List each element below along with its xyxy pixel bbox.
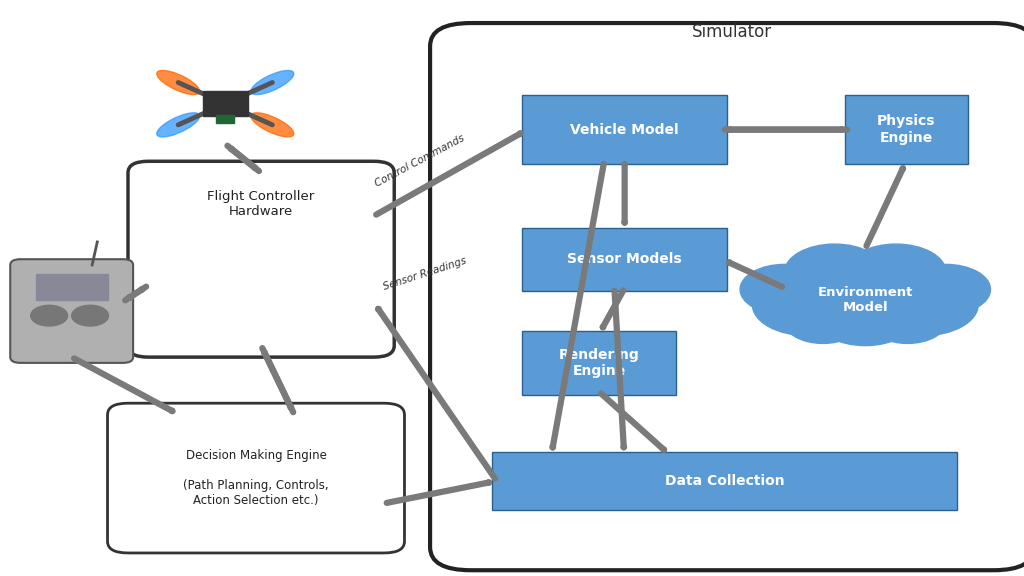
FancyBboxPatch shape	[128, 161, 394, 357]
Text: Flight Controller
Hardware: Flight Controller Hardware	[208, 190, 314, 218]
FancyBboxPatch shape	[522, 95, 727, 164]
Bar	[203, 91, 248, 116]
FancyBboxPatch shape	[10, 259, 133, 363]
Text: Rendering
Engine: Rendering Engine	[559, 348, 639, 378]
Circle shape	[788, 251, 942, 337]
Text: Decision Making Engine

(Path Planning, Controls,
Action Selection etc.): Decision Making Engine (Path Planning, C…	[183, 449, 329, 507]
Circle shape	[784, 244, 885, 300]
Text: Data Collection: Data Collection	[665, 474, 784, 488]
Circle shape	[869, 300, 946, 343]
FancyBboxPatch shape	[522, 331, 676, 395]
Circle shape	[846, 244, 946, 300]
Ellipse shape	[251, 70, 294, 94]
Circle shape	[901, 264, 990, 314]
FancyBboxPatch shape	[108, 403, 404, 553]
Circle shape	[31, 305, 68, 326]
Text: Physics
Engine: Physics Engine	[877, 115, 936, 145]
Ellipse shape	[251, 113, 294, 137]
Circle shape	[72, 305, 109, 326]
Text: Vehicle Model: Vehicle Model	[570, 123, 679, 137]
Circle shape	[740, 264, 829, 314]
Circle shape	[753, 274, 863, 336]
Text: Sensor Models: Sensor Models	[567, 252, 682, 266]
Text: Control Commands: Control Commands	[374, 134, 466, 189]
Circle shape	[867, 274, 978, 336]
FancyBboxPatch shape	[430, 23, 1024, 570]
Text: Environment
Model: Environment Model	[817, 286, 913, 313]
FancyBboxPatch shape	[845, 95, 968, 164]
FancyBboxPatch shape	[522, 228, 727, 291]
Ellipse shape	[157, 70, 200, 94]
Bar	[36, 274, 108, 300]
Bar	[216, 115, 234, 123]
FancyBboxPatch shape	[492, 452, 957, 510]
Text: Sensor Readings: Sensor Readings	[382, 255, 468, 292]
Circle shape	[815, 289, 915, 346]
Ellipse shape	[157, 113, 200, 137]
Text: Simulator: Simulator	[692, 22, 772, 41]
Circle shape	[784, 300, 861, 343]
